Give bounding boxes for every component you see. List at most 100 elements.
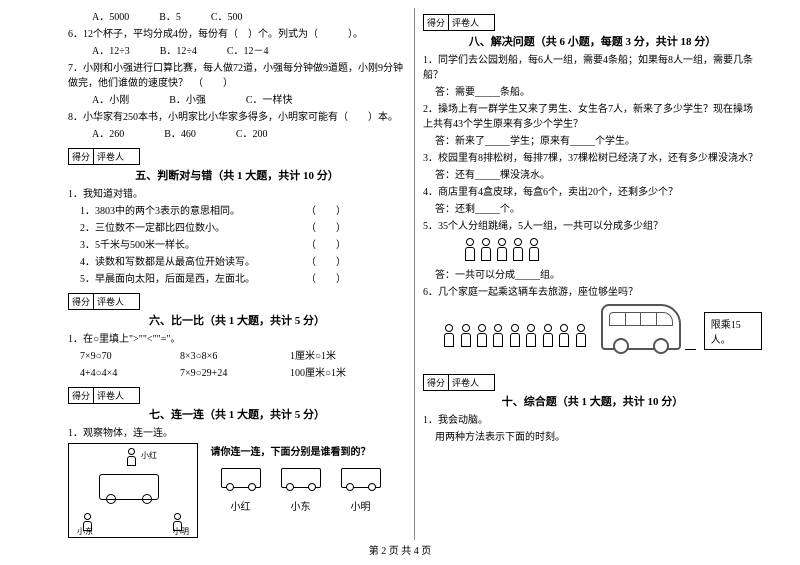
score-label: 得分 <box>69 388 94 403</box>
page: A．5000 B．5 C．500 6．12个杯子，平均分成4份，每份有（ ）个。… <box>0 0 800 540</box>
name-row: 小红 小东 小明 <box>211 498 391 513</box>
person-icon <box>558 324 570 350</box>
bus-sign: 限乘15人。 <box>704 312 762 350</box>
r-a2: 答：新来了_____学生；原来有_____个学生。 <box>423 134 762 149</box>
van-row <box>211 468 391 488</box>
person-icon <box>459 324 471 350</box>
r-a5: 答：一共可以分成_____组。 <box>423 268 762 283</box>
score-box-8: 得分 评卷人 <box>423 14 495 31</box>
score-box-5: 得分 评卷人 <box>68 148 140 165</box>
s5-item-1: 1．3803中的两个3表示的意思相同。 （ ） <box>68 204 406 219</box>
person-icon <box>527 238 541 264</box>
q6-options: A．12÷3 B．12÷4 C．12－4 <box>68 44 406 59</box>
person-icon <box>443 324 455 350</box>
score-box-7: 得分 评卷人 <box>68 387 140 404</box>
section-10-title: 十、综合题（共 1 大题，共计 10 分） <box>423 393 762 409</box>
person-icon <box>476 324 488 350</box>
scene-van-icon <box>99 474 159 500</box>
name-c: 小明 <box>351 498 371 513</box>
van-icon <box>341 468 381 488</box>
r-q4: 4．商店里有4盒皮球，每盒6个，卖出20个，还剩多少个？ <box>423 185 762 200</box>
bracket: （ ） <box>306 272 346 287</box>
r-q3: 3．校园里有8排松树，每排7棵，37棵松树已经浇了水，还有多少棵没浇水？ <box>423 151 762 166</box>
s5-item-2: 2．三位数不一定都比四位数小。 （ ） <box>68 221 406 236</box>
scene-label-top: 小红 <box>141 450 157 461</box>
q8-text: 8．小华家有250本书，小明家比小华家多得多，小明家可能有（ ）本。 <box>68 110 406 125</box>
s6-row-2: 4+4○4×4 7×9○29+24 100厘米○1米 <box>68 366 406 381</box>
score-label: 得分 <box>69 294 94 309</box>
person-icon <box>509 324 521 350</box>
s5-item-2-text: 2．三位数不一定都比四位数小。 <box>80 223 225 234</box>
s6-r2-b: 7×9○29+24 <box>180 366 290 381</box>
grader-label: 评卷人 <box>94 388 127 403</box>
page-footer: 第 2 页 共 4 页 <box>0 542 800 557</box>
s5-item-3-text: 3．5千米与500米一样长。 <box>80 240 195 251</box>
scene-kid-top <box>125 448 137 466</box>
s5-item-1-text: 1．3803中的两个3表示的意思相同。 <box>80 206 240 217</box>
bracket: （ ） <box>306 255 346 270</box>
q5-options: A．5000 B．5 C．500 <box>68 10 406 25</box>
r-a3: 答：还有_____棵没浇水。 <box>423 168 762 183</box>
grader-label: 评卷人 <box>94 149 127 164</box>
bracket: （ ） <box>306 221 346 236</box>
bracket: （ ） <box>306 204 346 219</box>
s6-r2-c: 100厘米○1米 <box>290 366 346 381</box>
s5-intro: 1．我知道对错。 <box>68 187 406 202</box>
q6-text: 6．12个杯子，平均分成4份，每份有（ ）个。列式为（ ）。 <box>68 27 406 42</box>
right-column: 得分 评卷人 八、解决问题（共 6 小题，每题 3 分，共计 18 分） 1．同… <box>415 8 770 540</box>
scene-image: 小红 小东 小明 <box>68 443 198 538</box>
s5-item-3: 3．5千米与500米一样长。（ ） <box>68 238 406 253</box>
grader-label: 评卷人 <box>449 15 482 30</box>
q7-options: A．小刚 B．小强 C．一样快 <box>68 93 406 108</box>
s7-right: 请你连一连，下面分别是谁看到的？ 小红 小东 小明 <box>211 443 391 513</box>
sign-connector <box>685 349 696 350</box>
section-5-title: 五、判断对与错（共 1 大题，共计 10 分） <box>68 167 406 183</box>
kids-group-image <box>463 238 762 264</box>
q8-options: A．260 B．460 C．200 <box>68 127 406 142</box>
s6-r1-c: 1厘米○1米 <box>290 349 336 364</box>
scene-label-br: 小明 <box>173 526 189 537</box>
name-b: 小东 <box>291 498 311 513</box>
person-icon <box>542 324 554 350</box>
section-6-title: 六、比一比（共 1 大题，共计 5 分） <box>68 312 406 328</box>
s10-1: 1．我会动脑。 <box>423 413 762 428</box>
spacer <box>423 354 762 368</box>
s6-r2-a: 4+4○4×4 <box>80 366 180 381</box>
s7-prompt: 请你连一连，下面分别是谁看到的？ <box>211 443 391 458</box>
s10-2: 用两种方法表示下面的时刻。 <box>423 430 762 445</box>
s7-figure-row: 小红 小东 小明 请你连一连，下面分别是谁看到的？ 小红 小东 小明 <box>68 443 406 538</box>
score-box-6: 得分 评卷人 <box>68 293 140 310</box>
grader-label: 评卷人 <box>94 294 127 309</box>
s5-item-4: 4．读数和写数都是从最高位开始读写。 （ ） <box>68 255 406 270</box>
score-label: 得分 <box>424 15 449 30</box>
person-icon <box>479 238 493 264</box>
name-a: 小红 <box>231 498 251 513</box>
section-7-title: 七、连一连（共 1 大题，共计 5 分） <box>68 406 406 422</box>
person-icon <box>492 324 504 350</box>
score-box-10: 得分 评卷人 <box>423 374 495 391</box>
families-image: 限乘15人。 <box>443 304 762 350</box>
score-label: 得分 <box>69 149 94 164</box>
score-label: 得分 <box>424 375 449 390</box>
s7-intro: 1．观察物体，连一连。 <box>68 426 406 441</box>
q7-text: 7．小刚和小强进行口算比赛，每人做72道，小强每分钟做9道题，小刚9分钟做完，他… <box>68 61 406 91</box>
s5-item-4-text: 4．读数和写数都是从最高位开始读写。 <box>80 257 255 268</box>
r-q1: 1．同学们去公园划船，每6人一组，需要4条船；如果每8人一组，需要几条船？ <box>423 53 762 83</box>
person-icon <box>495 238 509 264</box>
s5-item-5-text: 5．早晨面向太阳，后面是西，左面北。 <box>80 274 255 285</box>
s6-intro: 1．在○里填上">""<""="。 <box>68 332 406 347</box>
person-icon <box>574 324 586 350</box>
r-q5: 5．35个人分组跳绳，5人一组，一共可以分成多少组？ <box>423 219 762 234</box>
s6-r1-a: 7×9○70 <box>80 349 180 364</box>
person-icon <box>511 238 525 264</box>
person-icon <box>463 238 477 264</box>
s6-row-1: 7×9○70 8×3○8×6 1厘米○1米 <box>68 349 406 364</box>
r-a1: 答：需要_____条船。 <box>423 85 762 100</box>
left-column: A．5000 B．5 C．500 6．12个杯子，平均分成4份，每份有（ ）个。… <box>60 8 415 540</box>
r-q2: 2．操场上有一群学生又来了男生、女生各7人，新来了多少学生？现在操场上共有43个… <box>423 102 762 132</box>
scene-label-bl: 小东 <box>77 526 93 537</box>
bus-icon <box>601 304 681 350</box>
grader-label: 评卷人 <box>449 375 482 390</box>
s5-item-5: 5．早晨面向太阳，后面是西，左面北。 （ ） <box>68 272 406 287</box>
section-8-title: 八、解决问题（共 6 小题，每题 3 分，共计 18 分） <box>423 33 762 49</box>
